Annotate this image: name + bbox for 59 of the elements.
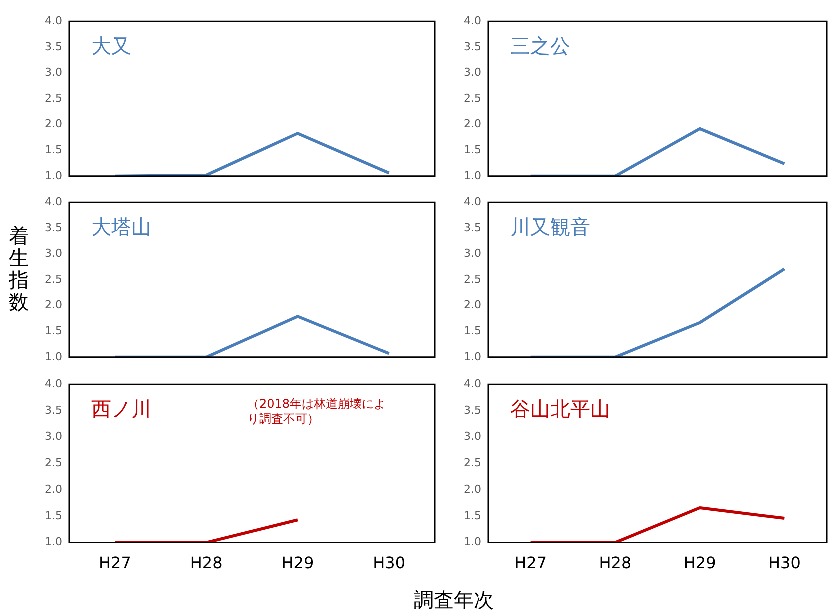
y-tick-label: 2.5 [44, 272, 62, 286]
y-axis-title: 着生指数 [8, 224, 30, 314]
y-tick-label: 3.5 [44, 40, 62, 54]
y-tick-label: 3.5 [464, 221, 482, 234]
x-tick-label: H28 [190, 554, 223, 573]
y-tick-label: 2.0 [44, 118, 62, 131]
y-tick-label: 3.0 [464, 66, 482, 80]
y-tick-label: 1.0 [464, 536, 482, 549]
y-tick-label: 2.5 [464, 456, 482, 470]
y-tick-label: 1.0 [464, 350, 482, 364]
y-tick-label: 4.0 [44, 195, 62, 208]
y-tick-label: 1.5 [44, 509, 62, 522]
x-axis-title: 調査年次 [414, 587, 494, 610]
y-tick-label: 2.0 [464, 482, 482, 496]
y-tick-label: 1.5 [44, 324, 62, 338]
text: 大又 [91, 34, 132, 58]
y-tick-label: 3.0 [464, 247, 482, 260]
text: 西ノ川 [91, 396, 152, 421]
y-tick-label: 3.0 [44, 247, 62, 260]
y-tick-label: 1.5 [464, 143, 482, 156]
text: 谷山北平山 [510, 396, 610, 421]
x-tick-label: H29 [282, 554, 314, 573]
y-tick-label: 1.0 [44, 536, 62, 549]
y-tick-label: 1.5 [464, 509, 482, 522]
y-tick-label: 3.5 [44, 404, 62, 417]
x-tick-label: H30 [768, 554, 801, 573]
y-tick-label: 2.0 [44, 482, 62, 496]
y-tick-label: 3.0 [464, 430, 482, 444]
y-tick-label: 4.0 [464, 14, 482, 28]
x-tick-label: H29 [684, 554, 716, 573]
y-tick-label: 3.5 [44, 221, 62, 234]
y-tick-label: 3.5 [464, 404, 482, 417]
y-tick-label: 2.5 [44, 456, 62, 470]
y-tick-label: 2.0 [464, 118, 482, 131]
y-tick-label: 1.0 [44, 350, 62, 364]
x-tick-label: H30 [373, 554, 406, 573]
y-tick-label: 2.5 [464, 92, 482, 105]
y-tick-label: 4.0 [44, 377, 62, 390]
y-tick-label: 1.0 [44, 169, 62, 182]
x-tick-label: H27 [98, 554, 132, 573]
y-tick-label: 3.0 [44, 66, 62, 80]
y-tick-label: 4.0 [464, 377, 482, 390]
y-tick-label: 1.5 [44, 143, 62, 156]
y-tick-label: 2.0 [44, 298, 62, 312]
y-tick-label: 4.0 [44, 14, 62, 28]
text: 三之公 [510, 34, 570, 58]
x-tick-label: H27 [514, 554, 547, 573]
y-tick-label: 2.0 [464, 298, 482, 312]
text: 大塔山 [91, 214, 152, 239]
annotation: （2018年は林道崩壊により調査不可） [247, 396, 388, 427]
y-tick-label: 2.5 [464, 272, 482, 286]
text: 川又観音 [510, 214, 590, 239]
y-tick-label: 3.0 [44, 430, 62, 444]
y-tick-label: 1.0 [464, 169, 482, 182]
y-tick-label: 2.5 [44, 92, 62, 105]
y-tick-label: 4.0 [464, 195, 482, 208]
x-tick-label: H28 [599, 554, 632, 573]
y-tick-label: 3.5 [464, 40, 482, 54]
y-tick-label: 1.5 [464, 324, 482, 338]
